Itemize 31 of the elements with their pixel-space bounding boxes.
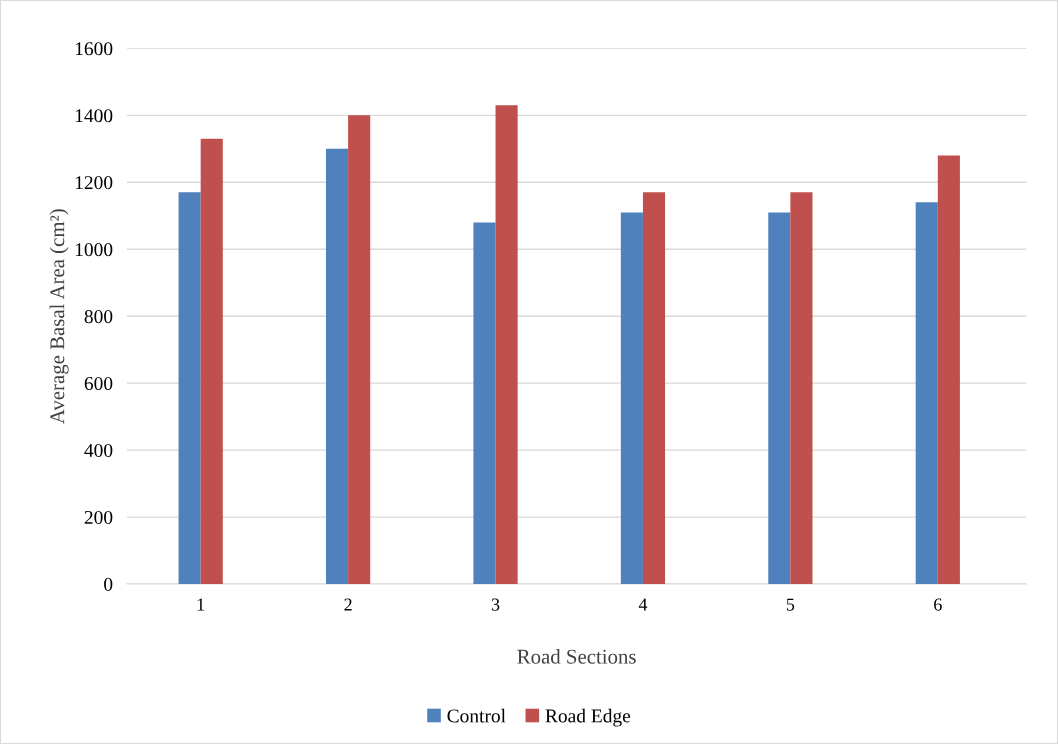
x-tick-label: 3	[491, 598, 500, 611]
y-tick-label: 1200	[75, 176, 113, 190]
y-tick-label: 200	[84, 510, 113, 525]
x-tick-label: 1	[197, 598, 205, 611]
x-tick-label: 4	[638, 598, 648, 611]
y-tick-label: 1000	[75, 243, 113, 257]
x-tick-label: 6	[934, 598, 942, 611]
y-tick-label: 1600	[75, 42, 113, 56]
bar	[642, 192, 666, 585]
legend-label: Road Edge	[545, 708, 631, 727]
y-tick-label: 1400	[75, 109, 113, 123]
bar	[200, 138, 223, 585]
y-tick-label: 0	[104, 577, 113, 591]
bar	[473, 222, 496, 585]
bar	[495, 105, 518, 585]
bar	[937, 155, 960, 585]
y-tick-label: 600	[84, 376, 113, 391]
x-axis-title: Road Sections	[517, 649, 636, 664]
x-tick-label: 5	[786, 598, 795, 611]
y-axis-title: Average Basal Area (cm²)	[49, 209, 69, 424]
bar	[325, 148, 349, 585]
bar	[790, 192, 813, 585]
y-tick-label: 400	[84, 443, 113, 458]
bar	[178, 192, 201, 585]
y-tick-label: 800	[84, 310, 113, 324]
bar	[915, 202, 938, 585]
bar	[348, 115, 371, 585]
bar	[620, 212, 643, 585]
x-tick-label: 2	[344, 598, 352, 611]
bar	[768, 212, 791, 585]
legend-label: Control	[447, 708, 506, 723]
